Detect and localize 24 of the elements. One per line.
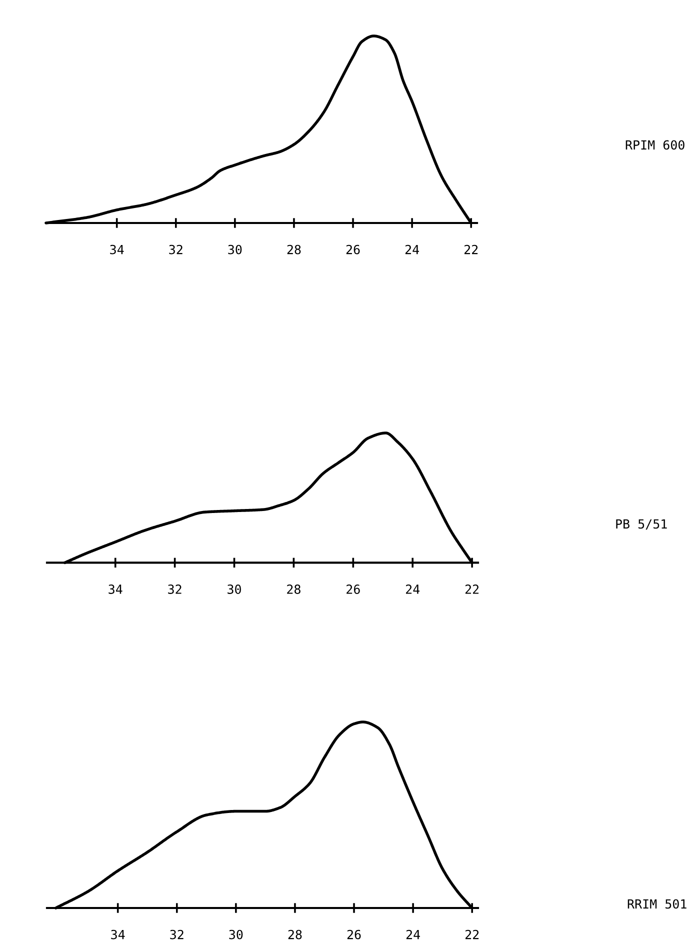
text: RRIM 501 [628,899,686,909]
x-tick-label: 22 [466,930,479,940]
x-tick-label: 30 [228,584,241,594]
x-tick-label: 30 [229,930,243,940]
x-tick-label: 24 [406,930,420,940]
x-tick-label: 28 [287,584,300,594]
x-tick-label: 22 [464,244,478,254]
x-tick-label: 22 [465,584,479,594]
x-tick-label: 32 [168,584,182,594]
x-tick-label: 32 [169,244,182,254]
x-tick-label: 28 [288,930,302,940]
text: RPIM 600 [626,140,684,150]
x-tick-label: 30 [228,244,242,254]
x-tick-label: 28 [287,244,301,254]
x-tick-label: 24 [405,244,419,254]
x-tick-label: 26 [347,930,361,940]
x-tick-label: 34 [108,584,122,594]
x-tick-label: 32 [170,930,184,940]
text: PB 5/51 [616,519,667,530]
x-tick-label: 34 [111,930,125,940]
x-tick-label: 24 [406,584,420,594]
x-tick-label: 34 [110,244,124,254]
x-tick-label: 26 [346,244,360,254]
x-tick-label: 26 [346,584,360,594]
